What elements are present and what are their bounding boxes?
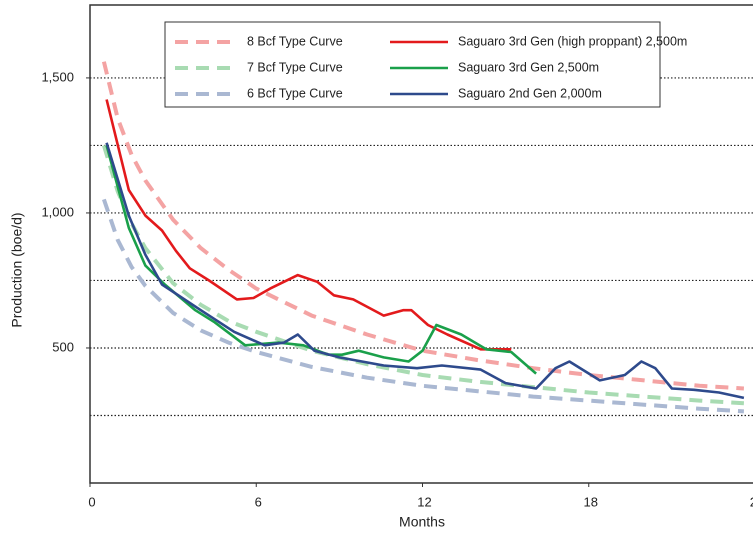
x-tick-label: 24 — [750, 494, 753, 509]
x-tick-label: 12 — [417, 494, 431, 509]
legend-label: Saguaro 2nd Gen 2,000m — [458, 86, 602, 100]
legend-label: 7 Bcf Type Curve — [247, 60, 343, 74]
legend-label: 6 Bcf Type Curve — [247, 86, 343, 100]
x-axis-label: Months — [399, 514, 445, 530]
production-line — [105, 145, 537, 375]
type-curve — [102, 198, 745, 414]
y-axis-label: Production (boe/d) — [9, 212, 25, 327]
production-line — [105, 142, 745, 400]
legend-label: 8 Bcf Type Curve — [247, 34, 343, 48]
legend-label: Saguaro 3rd Gen (high proppant) 2,500m — [458, 34, 687, 48]
legend-label: Saguaro 3rd Gen 2,500m — [458, 60, 599, 74]
type-curve — [101, 144, 745, 406]
x-tick-label: 6 — [255, 494, 262, 509]
x-tick-label: 0 — [88, 494, 95, 509]
y-tick-label: 1,500 — [41, 69, 74, 84]
y-tick-label: 1,000 — [41, 204, 74, 219]
type-curve — [101, 61, 745, 391]
production-line — [105, 99, 512, 351]
x-tick-label: 18 — [584, 494, 598, 509]
y-tick-label: 500 — [52, 339, 74, 354]
